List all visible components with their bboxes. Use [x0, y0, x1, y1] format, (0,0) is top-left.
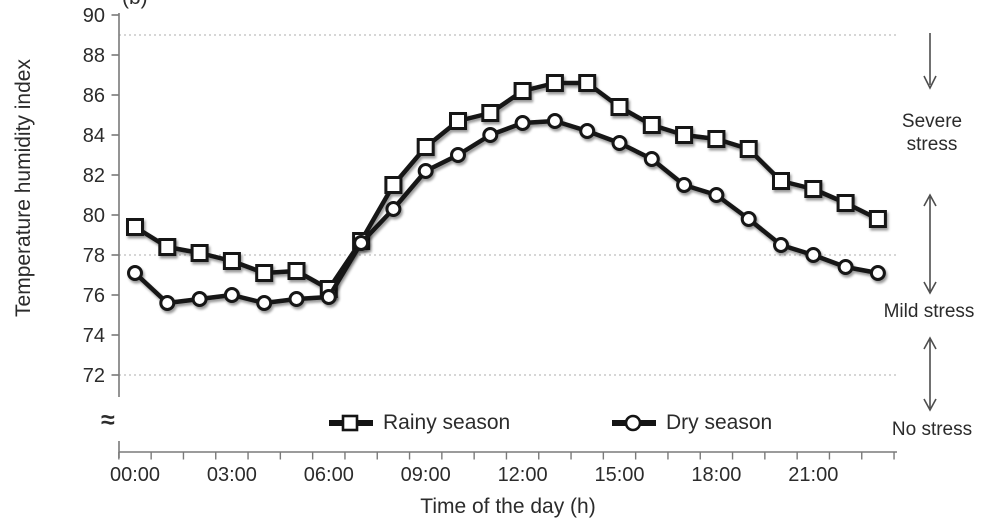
data-point-circle: [159, 295, 176, 311]
data-point-square: [578, 74, 597, 92]
data-point-circle: [320, 289, 337, 305]
data-point-square: [255, 264, 274, 282]
series-line: [133, 118, 879, 306]
data-point-circle: [708, 187, 725, 203]
x-tick-label: 18:00: [691, 464, 741, 486]
data-point-square: [481, 104, 500, 122]
data-point-circle: [417, 163, 434, 179]
legend-item-rainy-season: Rainy season: [327, 411, 510, 435]
x-tick-label: 03:00: [207, 464, 257, 486]
x-tick-label: 12:00: [498, 464, 548, 486]
data-point-square: [868, 210, 887, 228]
data-point-square: [190, 244, 209, 262]
data-point-square: [126, 218, 144, 236]
mild-stress-label: Mild stress: [883, 301, 975, 322]
data-point-circle: [740, 211, 757, 227]
data-point-circle: [676, 177, 693, 193]
data-point-square: [772, 172, 790, 190]
data-point-square: [836, 194, 855, 212]
series-dry-season: [127, 113, 886, 311]
data-point-circle: [869, 265, 886, 281]
data-point-circle: [191, 291, 208, 307]
data-point-circle: [482, 127, 499, 143]
data-point-circle: [837, 259, 854, 275]
data-point-circle: [288, 291, 305, 307]
data-point-circle: [611, 135, 628, 151]
data-point-square: [449, 112, 467, 130]
severe-stress-label: Severe stress: [901, 111, 963, 155]
data-point-circle: [546, 113, 563, 129]
data-point-circle: [773, 237, 789, 253]
y-tick-label: 90: [83, 5, 105, 27]
data-point-circle: [643, 151, 660, 167]
data-point-square: [804, 180, 823, 198]
data-point-square: [416, 138, 435, 156]
data-point-square: [610, 98, 629, 116]
y-tick-label: 76: [83, 285, 105, 307]
series-line: [133, 80, 879, 292]
up-down-arrow-icon: [923, 336, 937, 412]
data-point-circle: [805, 247, 822, 263]
y-tick-label: 74: [83, 325, 105, 347]
up-down-arrow-icon: [923, 193, 937, 295]
data-point-square: [222, 252, 241, 270]
legend-label-rainy-season: Rainy season: [383, 411, 511, 434]
y-tick-label: 84: [83, 125, 105, 147]
data-point-circle: [579, 123, 596, 139]
data-point-square: [287, 262, 306, 280]
no-stress-label: No stress: [891, 419, 973, 440]
data-point-square: [739, 140, 758, 158]
data-point-square: [545, 74, 564, 92]
y-tick-label: 78: [83, 245, 105, 267]
y-tick-label: 72: [83, 365, 105, 387]
data-point-circle: [223, 287, 240, 303]
y-axis-break-symbol: ≈: [101, 406, 115, 434]
x-tick-label: 21:00: [788, 464, 838, 486]
data-point-circle: [127, 265, 143, 281]
x-tick-label: 15:00: [594, 464, 644, 486]
x-tick-label: 06:00: [304, 464, 354, 486]
x-axis-title: Time of the day (h): [420, 495, 596, 518]
data-point-circle: [385, 201, 402, 217]
y-tick-label: 80: [83, 205, 105, 227]
rainy-season-marker-icon: [329, 414, 373, 432]
data-point-circle: [256, 295, 273, 311]
data-point-square: [675, 126, 694, 144]
y-tick-label: 86: [83, 85, 105, 107]
data-point-square: [513, 82, 532, 100]
down-arrow-icon: [923, 33, 937, 90]
data-point-circle: [450, 147, 466, 163]
data-point-square: [642, 116, 661, 134]
legend-label-dry-season: Dry season: [666, 411, 773, 434]
legend-item-dry-season: Dry season: [610, 411, 772, 435]
data-point-square: [158, 238, 177, 256]
data-point-circle: [353, 235, 370, 251]
data-point-square: [707, 130, 726, 148]
x-tick-label: 00:00: [110, 464, 160, 486]
data-point-circle: [514, 115, 531, 131]
dry-season-marker-icon: [612, 414, 656, 432]
x-tick-label: 09:00: [401, 464, 451, 486]
y-tick-label: 82: [83, 165, 105, 187]
y-tick-label: 88: [83, 45, 105, 67]
data-point-square: [384, 176, 403, 194]
panel-label: (b): [122, 0, 148, 10]
series-rainy-season: [126, 74, 887, 298]
axes-lines: [118, 13, 897, 458]
y-axis-title: Temperature humidity index: [12, 59, 35, 317]
